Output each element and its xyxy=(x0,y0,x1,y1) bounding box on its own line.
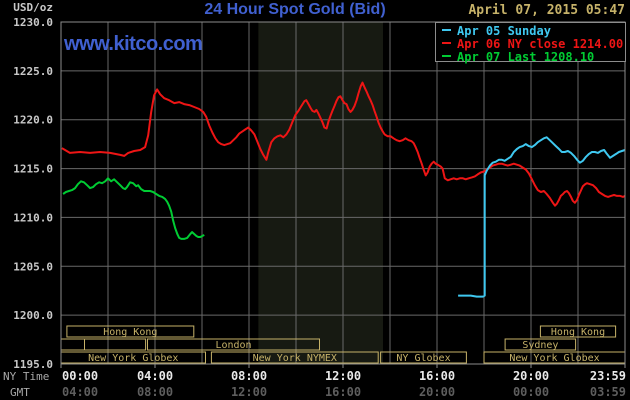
x-tick-label-gmt: 12:00 xyxy=(231,385,267,399)
x-tick-label-gmt: 04:00 xyxy=(62,385,98,399)
session-box xyxy=(84,338,147,351)
session-box xyxy=(60,338,85,351)
gmt-axis-caption: GMT xyxy=(10,386,30,399)
session-label: Hong Kong xyxy=(103,327,157,338)
y-tick-label: 1225.0 xyxy=(13,65,53,78)
series-dash-icon xyxy=(442,28,451,31)
x-tick-label-ny: 08:00 xyxy=(231,369,267,383)
series-line-apr05 xyxy=(458,136,626,298)
x-tick-label-ny: 00:00 xyxy=(62,369,98,383)
y-tick-label: 1220.0 xyxy=(13,114,53,127)
x-tick-label-ny: 20:00 xyxy=(513,369,549,383)
series-dash-icon xyxy=(442,41,451,44)
x-tick-label-gmt: 03:59 xyxy=(590,385,626,399)
session-label: Sydney xyxy=(522,340,558,351)
x-tick-label-ny: 12:00 xyxy=(325,369,361,383)
series-dash-icon xyxy=(442,54,451,57)
session-box xyxy=(380,351,467,364)
legend-label: Apr 07 Last 1208.10 xyxy=(457,50,595,64)
session-label: NY Globex xyxy=(396,353,450,364)
session-box xyxy=(147,338,320,351)
x-tick-label-ny: 04:00 xyxy=(137,369,173,383)
market-closed-band xyxy=(258,22,383,364)
session-label: London xyxy=(215,340,251,351)
series-line-apr07 xyxy=(62,177,205,240)
kitco-watermark: www.kitco.com xyxy=(64,33,203,55)
y-tick-label: 1215.0 xyxy=(13,163,53,176)
legend-item-apr07: Apr 07 Last 1208.10 xyxy=(436,50,625,64)
x-tick-label-gmt: 00:00 xyxy=(513,385,549,399)
x-tick-label-ny: 16:00 xyxy=(419,369,455,383)
x-tick-label-gmt: 16:00 xyxy=(325,385,361,399)
chart-datetime: April 07, 2015 05:47 xyxy=(468,3,625,18)
session-box xyxy=(66,325,195,338)
legend-label: Apr 05 Sunday xyxy=(457,24,551,38)
y-tick-label: 1210.0 xyxy=(13,211,53,224)
x-tick-label-gmt: 08:00 xyxy=(137,385,173,399)
session-box xyxy=(504,338,577,351)
x-tick-label-gmt: 20:00 xyxy=(419,385,455,399)
y-tick-label: 1195.0 xyxy=(13,358,53,371)
legend-label: Apr 06 NY close 1214.00 xyxy=(457,37,624,51)
y-tick-label: 1230.0 xyxy=(13,16,53,29)
session-label: New York NYMEX xyxy=(253,353,337,364)
session-label: New York Globex xyxy=(509,353,599,364)
legend-item-apr06: Apr 06 NY close 1214.00 xyxy=(436,37,625,51)
legend: Apr 05 Sunday Apr 06 NY close 1214.00 Ap… xyxy=(435,22,626,64)
y-tick-label: 1200.0 xyxy=(13,309,53,322)
page-title: 24 Hour Spot Gold (Bid) xyxy=(204,1,386,18)
y-tick-label: 1205.0 xyxy=(13,260,53,273)
ny-time-axis-caption: NY Time xyxy=(3,370,50,383)
y-axis-unit-label: USD/oz xyxy=(13,1,53,14)
session-box xyxy=(210,351,379,364)
session-label: New York Globex xyxy=(88,353,178,364)
series-line-apr06 xyxy=(61,81,626,207)
x-tick-label-ny: 23:59 xyxy=(590,369,626,383)
session-box xyxy=(539,325,617,338)
legend-item-apr05: Apr 05 Sunday xyxy=(436,24,625,38)
session-label: Hong Kong xyxy=(551,327,605,338)
